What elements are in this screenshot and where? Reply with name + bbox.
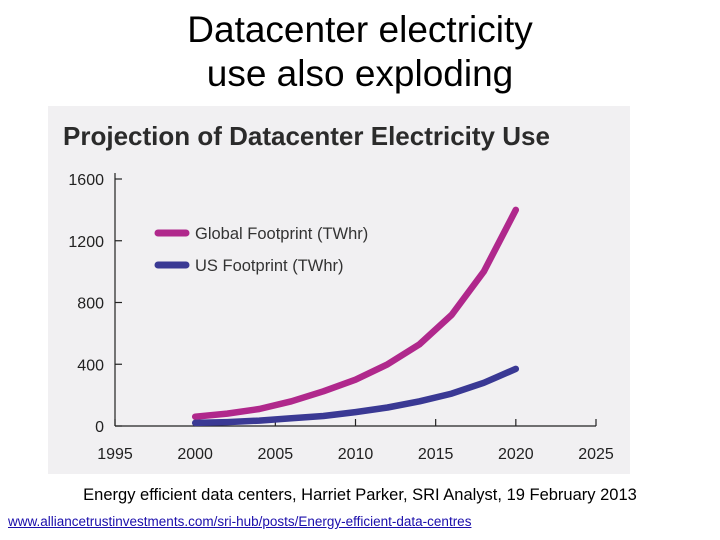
chart-legend: Global Footprint (TWhr) US Footprint (TWh…	[154, 225, 368, 275]
y-tick-label: 400	[77, 357, 104, 374]
y-tick-label: 800	[77, 296, 104, 313]
slide-title: Datacenter electricity use also explodin…	[0, 8, 720, 96]
legend-label-1: US Footprint (TWhr)	[195, 257, 344, 275]
y-tick-label: 1600	[68, 172, 104, 189]
y-tick-label: 0	[95, 419, 104, 436]
x-tick-label: 2025	[578, 446, 614, 463]
source-link[interactable]: www.alliancetrustinvestments.com/sri-hub…	[8, 514, 472, 529]
source-caption: Energy efficient data centers, Harriet P…	[83, 486, 637, 504]
chart-series-layer	[191, 206, 520, 427]
x-tick-label: 2010	[338, 446, 374, 463]
y-tick-label: 1200	[68, 234, 104, 251]
slide-title-line-1: Datacenter electricity	[187, 9, 533, 50]
legend-label-0: Global Footprint (TWhr)	[195, 225, 368, 243]
series-line-1	[191, 365, 520, 427]
series-line-0	[191, 206, 520, 420]
x-tick-label: 2020	[498, 446, 534, 463]
x-tick-label: 2005	[258, 446, 294, 463]
x-tick-label: 1995	[97, 446, 133, 463]
x-tick-label: 2015	[418, 446, 454, 463]
x-tick-label: 2000	[177, 446, 213, 463]
chart-axes: 0 400 800 1200 1600 1995 2000 2005 2010 2015 2020 2…	[68, 172, 613, 463]
slide-title-line-2: use also exploding	[206, 53, 514, 94]
chart-panel: Projection of Datacenter Electricity Use…	[48, 106, 630, 474]
electricity-use-chart: Projection of Datacenter Electricity Use…	[63, 121, 614, 463]
chart-title: Projection of Datacenter Electricity Use	[63, 121, 550, 151]
